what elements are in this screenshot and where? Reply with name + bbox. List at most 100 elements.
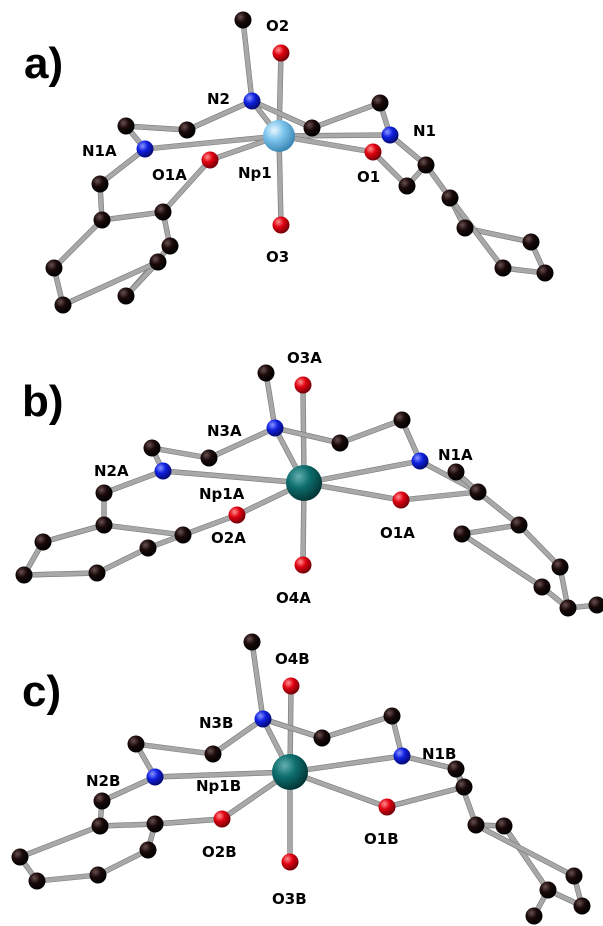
neptunium-atom bbox=[263, 120, 295, 152]
bond bbox=[272, 425, 343, 446]
carbon-atom bbox=[178, 121, 196, 139]
carbon-atom bbox=[313, 729, 331, 747]
carbon-atom bbox=[383, 707, 401, 725]
bond bbox=[206, 425, 278, 461]
carbon-atom bbox=[467, 816, 485, 834]
oxygen-atom bbox=[392, 491, 410, 509]
bond bbox=[60, 259, 161, 308]
bond bbox=[399, 753, 459, 772]
carbon-atom bbox=[200, 449, 218, 467]
carbon-atom bbox=[495, 817, 513, 835]
bond-group bbox=[51, 17, 548, 308]
carbon-atom bbox=[143, 439, 161, 457]
carbon-atom bbox=[91, 175, 109, 193]
carbon-atom bbox=[88, 564, 106, 582]
bond bbox=[40, 522, 107, 545]
bond bbox=[210, 716, 266, 757]
carbon-atom bbox=[539, 881, 557, 899]
atom-label-o3a: O3A bbox=[287, 349, 322, 367]
carbon-atom bbox=[453, 525, 471, 543]
carbon-atom bbox=[525, 907, 543, 925]
atom-label-o1: O1 bbox=[357, 168, 380, 186]
nitrogen-atom bbox=[146, 768, 164, 786]
carbon-atom bbox=[174, 526, 192, 544]
bond bbox=[501, 823, 551, 893]
carbon-atom bbox=[154, 203, 172, 221]
carbon-atom bbox=[398, 177, 416, 195]
carbon-atom bbox=[447, 760, 465, 778]
bond bbox=[180, 512, 240, 538]
carbon-atom bbox=[393, 411, 411, 429]
atom-label-n1a: N1A bbox=[82, 142, 117, 160]
nitrogen-atom bbox=[254, 710, 272, 728]
carbon-atom bbox=[257, 364, 275, 382]
carbon-atom bbox=[522, 233, 540, 251]
atom-label-o3: O3 bbox=[266, 248, 289, 266]
bond bbox=[123, 123, 190, 133]
atom-label-o2a: O2A bbox=[211, 529, 246, 547]
atom-label-n2a: N2A bbox=[94, 462, 129, 480]
panel-b: Np1A O3A O4A N3A N1A N2A O1A O2A b) bbox=[15, 349, 603, 617]
atom-label-np1: Np1 bbox=[238, 164, 272, 182]
oxygen-atom bbox=[272, 216, 290, 234]
bond bbox=[337, 417, 405, 446]
carbon-atom bbox=[417, 156, 435, 174]
carbon-atom bbox=[161, 237, 179, 255]
carbon-atom bbox=[95, 516, 113, 534]
atom-label-n3b: N3B bbox=[199, 714, 233, 732]
neptunium-atom bbox=[286, 465, 322, 501]
carbon-atom bbox=[91, 817, 109, 835]
bond bbox=[447, 195, 506, 271]
atom-label-o1a: O1A bbox=[380, 524, 415, 542]
bond bbox=[309, 100, 383, 131]
oxygen-atom bbox=[282, 677, 300, 695]
carbon-atom bbox=[54, 296, 72, 314]
bond bbox=[459, 522, 522, 537]
nitrogen-atom bbox=[154, 462, 172, 480]
carbon-atom bbox=[89, 866, 107, 884]
bond bbox=[263, 370, 278, 431]
oxygen-atom bbox=[294, 376, 312, 394]
nitrogen-atom bbox=[381, 126, 399, 144]
bond bbox=[21, 570, 100, 578]
bond bbox=[384, 784, 467, 810]
bond bbox=[97, 821, 158, 829]
bond bbox=[17, 823, 103, 860]
bond bbox=[398, 489, 481, 503]
carbon-atom bbox=[536, 264, 554, 282]
panel-label: c) bbox=[22, 667, 61, 716]
bond bbox=[101, 522, 186, 538]
bond bbox=[287, 753, 405, 775]
atom-label-np1a: Np1A bbox=[199, 485, 245, 503]
bond bbox=[160, 157, 213, 215]
bond bbox=[51, 217, 105, 271]
carbon-atom bbox=[456, 219, 474, 237]
atom-label-o1a: O1A bbox=[152, 166, 187, 184]
atom-label-n2: N2 bbox=[207, 90, 230, 108]
oxygen-atom bbox=[378, 798, 396, 816]
carbon-atom bbox=[234, 11, 252, 29]
bond bbox=[152, 816, 225, 827]
carbon-atom bbox=[447, 463, 465, 481]
carbon-atom bbox=[588, 596, 603, 614]
bond bbox=[149, 445, 212, 461]
atom-label-n3a: N3A bbox=[207, 422, 242, 440]
atom-label-np1b: Np1B bbox=[196, 777, 241, 795]
oxygen-atom bbox=[281, 853, 299, 871]
carbon-atom bbox=[494, 259, 512, 277]
carbon-atom bbox=[34, 533, 52, 551]
carbon-atom bbox=[93, 792, 111, 810]
atom-label-n2b: N2B bbox=[86, 772, 120, 790]
carbon-atom bbox=[331, 434, 349, 452]
atom-label-n1a: N1A bbox=[438, 446, 473, 464]
carbon-atom bbox=[139, 841, 157, 859]
bond bbox=[99, 774, 158, 804]
atom-label-n1b: N1B bbox=[422, 745, 456, 763]
nitrogen-atom bbox=[136, 140, 154, 158]
carbon-atom bbox=[533, 578, 551, 596]
carbon-atom bbox=[371, 94, 389, 112]
bond bbox=[475, 489, 522, 528]
carbon-atom bbox=[469, 483, 487, 501]
